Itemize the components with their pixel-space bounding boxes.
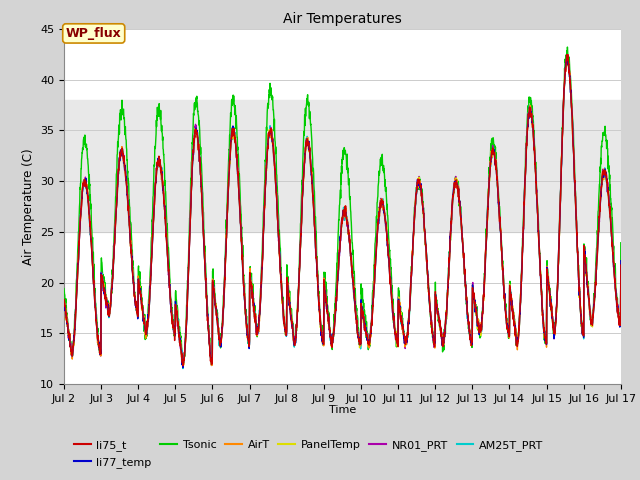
Bar <box>64 100 621 232</box>
Text: WP_flux: WP_flux <box>66 27 122 40</box>
Legend: li75_t, li77_temp, Tsonic, AirT, PanelTemp, NR01_PRT, AM25T_PRT: li75_t, li77_temp, Tsonic, AirT, PanelTe… <box>70 436 548 472</box>
X-axis label: Time: Time <box>329 405 356 415</box>
Y-axis label: Air Temperature (C): Air Temperature (C) <box>22 148 35 264</box>
Title: Air Temperatures: Air Temperatures <box>283 12 402 26</box>
